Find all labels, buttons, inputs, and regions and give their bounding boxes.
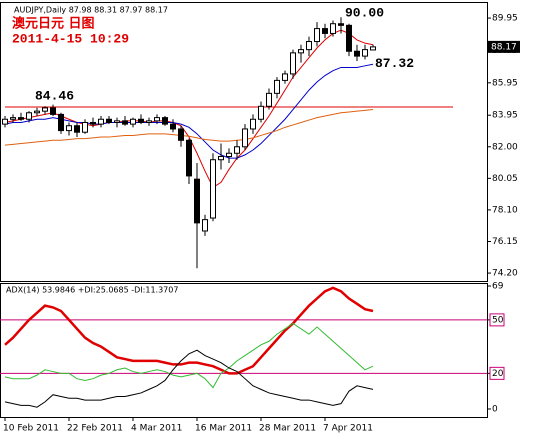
current-price-box [488,40,520,53]
price-frame [0,2,488,282]
y-tick-label: 76.15 [492,237,518,247]
candle-body [50,107,56,115]
candle-body [82,121,88,133]
y-tick-label: 83.95 [492,111,518,121]
header: AUDJPY,Daily 87.98 88.31 87.97 88.17 [14,6,168,15]
indicator-line [4,349,374,408]
level-label-box [489,366,505,380]
candle-body [2,118,8,125]
candle-body [354,50,360,57]
x-tick-label: 4 Mar 2011 [131,424,182,434]
candle-body [34,110,40,114]
candle-body [226,152,232,157]
candle-body [266,92,272,107]
candle-body [90,121,96,125]
y-tick-label: 82.00 [492,142,518,152]
candle-body [170,123,176,130]
x-tick-label: 7 Apr 2011 [323,424,373,434]
x-tick-label: 16 Mar 2011 [195,424,252,434]
chart-subtitle: 2011-4-15 10:29 [12,31,129,46]
candle-body [42,107,48,112]
candle-body [154,117,160,122]
annotation: 90.00 [345,6,384,21]
y-tick-label: 74.20 [492,269,518,279]
candle-body [210,159,216,219]
indicator-line [4,322,374,389]
y-tick-label: 69 [492,282,504,292]
y-tick-label: 50 [492,315,504,325]
moving-average [4,63,374,159]
candle-body [250,118,256,130]
candle-body [362,49,368,57]
y-tick-label: 80.05 [492,174,518,184]
candle-body [114,120,120,123]
moving-average [4,29,374,188]
indicator-line [4,286,374,375]
x-tick-label: 10 Feb 2011 [3,424,59,434]
candle-body [346,24,352,52]
candle-body [306,41,312,51]
candle-body [370,46,376,51]
x-tick-label: 28 Mar 2011 [259,424,316,434]
candle-body [162,117,168,125]
x-tick-label: 22 Feb 2011 [67,424,123,434]
candle-body [242,128,248,148]
candle-body [298,49,304,54]
candle-body [106,118,112,123]
candle-body [122,120,128,125]
candle-body [202,219,208,232]
candle-body [66,125,72,132]
candle-body [98,118,104,125]
candle-body [58,113,64,132]
candle-body [338,23,344,26]
y-tick-label: 78.10 [492,205,518,215]
candle-body [26,112,32,120]
chart-title: 澳元日元 日图 [12,16,95,32]
candle-body [130,118,136,125]
candle-body [138,118,144,123]
candle-body [330,23,336,34]
candle-body [146,120,152,123]
y-tick-label: 20 [492,369,504,379]
candle-body [186,139,192,177]
candle-body [274,79,280,94]
candle-body [322,28,328,34]
y-tick-label: 85.95 [492,78,518,88]
y-tick-label: 89.95 [492,14,518,24]
annotation: 87.32 [375,56,414,71]
candle-body [74,125,80,133]
candle-body [10,117,16,120]
annotation: 84.46 [35,88,74,103]
candle-body [194,178,200,224]
candle-body [282,73,288,81]
adx-title: ADX(14) 53.9846 +DI:25.0685 -DI:11.3707 [6,286,178,295]
candle-body [258,105,264,120]
candle-body [234,146,240,154]
candle-body [314,28,320,43]
moving-average [4,109,374,146]
level-label-box [489,313,505,327]
adx-frame [0,283,488,418]
y-tick-label: 0 [492,404,498,414]
candle-body [18,117,24,120]
candle-body [290,52,296,75]
candle-body [218,155,224,161]
candle-body [178,128,184,141]
current-price: 88.17 [491,42,517,52]
